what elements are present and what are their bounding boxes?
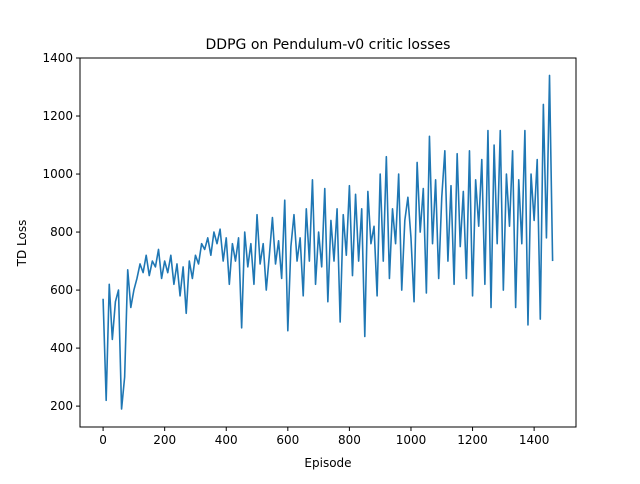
y-tick-label: 1000 bbox=[42, 167, 73, 181]
x-tick-label: 0 bbox=[99, 433, 107, 447]
x-axis-label: Episode bbox=[304, 456, 351, 470]
x-tick-label: 1200 bbox=[457, 433, 488, 447]
chart-title: DDPG on Pendulum-v0 critic losses bbox=[206, 37, 451, 53]
y-tick-label: 600 bbox=[50, 283, 73, 297]
x-tick-label: 600 bbox=[276, 433, 299, 447]
y-axis-label: TD Loss bbox=[15, 220, 29, 268]
y-tick-label: 400 bbox=[50, 341, 73, 355]
y-tick-label: 800 bbox=[50, 225, 73, 239]
plot-frame bbox=[79, 57, 577, 428]
x-tick-label: 1400 bbox=[519, 433, 550, 447]
x-tick-label: 800 bbox=[338, 433, 361, 447]
y-tick-label: 1200 bbox=[42, 109, 73, 123]
x-tick-label: 400 bbox=[215, 433, 238, 447]
y-tick-label: 200 bbox=[50, 399, 73, 413]
x-tick-label: 200 bbox=[153, 433, 176, 447]
data-line bbox=[102, 74, 554, 410]
x-tick-label: 1000 bbox=[396, 433, 427, 447]
y-tick-label: 1400 bbox=[42, 51, 73, 65]
